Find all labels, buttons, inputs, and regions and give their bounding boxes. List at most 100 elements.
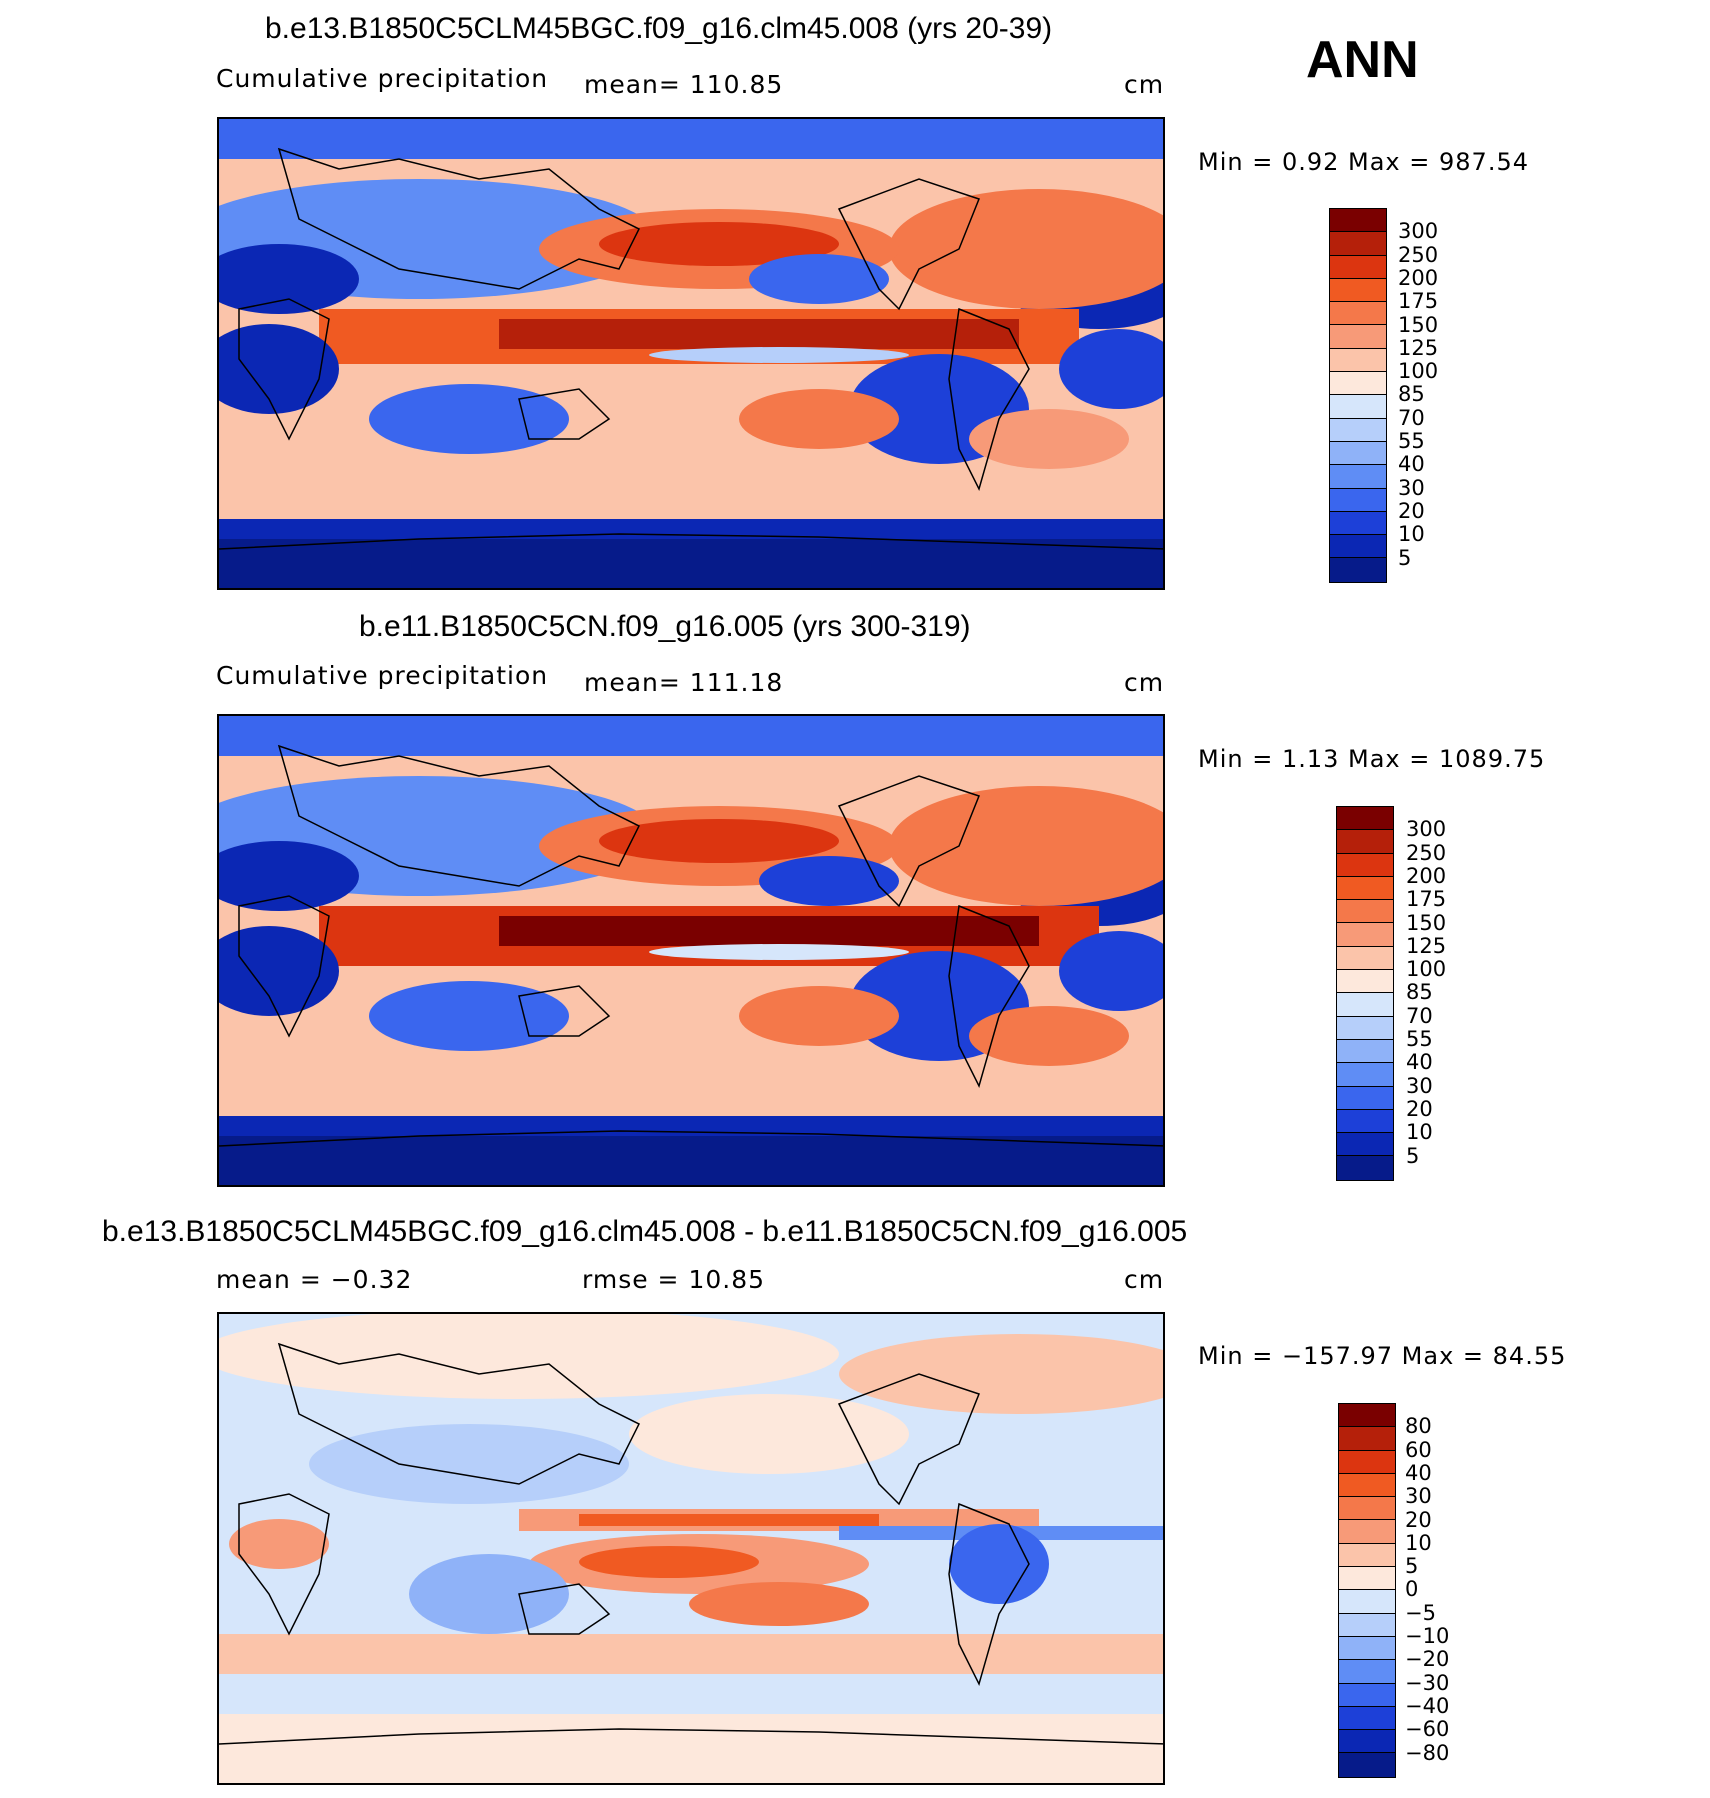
colorbar-tick-label: 70	[1398, 405, 1425, 430]
colorbar-swatch	[1330, 348, 1386, 373]
colorbar-swatch	[1337, 946, 1393, 971]
colorbar-tick-label: 5	[1405, 1554, 1419, 1579]
panel-2-colorbar	[1336, 806, 1394, 1181]
panel-2-title: b.e11.B1850C5CN.f09_g16.005 (yrs 300-319…	[359, 610, 971, 643]
colorbar-swatch	[1330, 511, 1386, 536]
colorbar-tick-label: 20	[1406, 1096, 1433, 1121]
panel-1-precip-field	[219, 119, 1163, 588]
colorbar-swatch	[1339, 1590, 1395, 1614]
colorbar-swatch	[1337, 1063, 1393, 1087]
colorbar-tick-label: 85	[1398, 382, 1425, 407]
colorbar-swatch	[1337, 1109, 1393, 1134]
colorbar-swatch	[1337, 993, 1393, 1017]
colorbar-tick-label: 200	[1406, 863, 1447, 888]
colorbar-tick-label: 20	[1398, 498, 1425, 523]
colorbar-swatch	[1330, 372, 1386, 396]
panel-1-mean-label: mean= 110.85	[584, 70, 784, 99]
colorbar-swatch	[1339, 1543, 1395, 1568]
colorbar-swatch	[1339, 1660, 1395, 1684]
colorbar-swatch	[1330, 535, 1386, 559]
colorbar-swatch	[1339, 1636, 1395, 1661]
colorbar-swatch	[1330, 255, 1386, 279]
colorbar-swatch	[1330, 418, 1386, 442]
colorbar-tick-label: −40	[1405, 1693, 1450, 1718]
colorbar-swatch	[1337, 970, 1393, 994]
colorbar-tick-label: 30	[1405, 1484, 1432, 1509]
colorbar-swatch	[1330, 325, 1386, 349]
colorbar-tick-label: 200	[1398, 265, 1439, 290]
colorbar-swatch	[1339, 1427, 1395, 1451]
colorbar-tick-label: 100	[1406, 957, 1447, 982]
colorbar-tick-label: 250	[1398, 242, 1439, 267]
colorbar-swatch	[1337, 1086, 1393, 1110]
colorbar-swatch	[1337, 1016, 1393, 1040]
colorbar-swatch	[1330, 558, 1386, 582]
colorbar-tick-label: 250	[1406, 840, 1447, 865]
colorbar-swatch	[1330, 232, 1386, 256]
colorbar-swatch	[1339, 1404, 1395, 1428]
colorbar-swatch	[1339, 1706, 1395, 1731]
colorbar-tick-label: 300	[1406, 817, 1447, 842]
colorbar-swatch	[1337, 900, 1393, 924]
panel-1-minmax: Min = 0.92 Max = 987.54	[1198, 148, 1529, 176]
colorbar-swatch	[1330, 395, 1386, 419]
panel-3-rmse-label: rmse = 10.85	[582, 1265, 766, 1294]
colorbar-tick-label: 0	[1405, 1577, 1419, 1602]
colorbar-swatch	[1339, 1613, 1395, 1637]
colorbar-swatch	[1339, 1730, 1395, 1754]
colorbar-tick-label: −60	[1405, 1717, 1450, 1742]
colorbar-swatch	[1339, 1753, 1395, 1777]
colorbar-tick-label: 100	[1398, 359, 1439, 384]
colorbar-tick-label: −10	[1405, 1624, 1450, 1648]
panel-3-title: b.e13.B1850C5CLM45BGC.f09_g16.clm45.008 …	[102, 1215, 1188, 1248]
colorbar-swatch	[1337, 876, 1393, 901]
colorbar-tick-label: 10	[1405, 1530, 1432, 1555]
colorbar-swatch	[1337, 807, 1393, 831]
panel-3-map	[217, 1312, 1165, 1785]
colorbar-tick-label: 5	[1398, 545, 1412, 570]
colorbar-tick-label: 30	[1406, 1073, 1433, 1098]
colorbar-swatch	[1337, 1039, 1393, 1064]
panel-2-variable-label: Cumulative precipitation	[216, 661, 549, 690]
panel-2-mean-label: mean= 111.18	[584, 668, 784, 697]
colorbar-tick-label: 60	[1405, 1437, 1432, 1462]
colorbar-swatch	[1337, 1156, 1393, 1180]
panel-2-map	[217, 714, 1165, 1187]
colorbar-tick-label: 150	[1406, 910, 1447, 935]
colorbar-swatch	[1339, 1473, 1395, 1498]
colorbar-tick-label: 20	[1405, 1507, 1432, 1532]
panel-1-title: b.e13.B1850C5CLM45BGC.f09_g16.clm45.008 …	[265, 12, 1053, 45]
colorbar-tick-label: −80	[1405, 1740, 1450, 1765]
colorbar-tick-label: 10	[1406, 1120, 1433, 1145]
panel-2-precip-field	[219, 716, 1163, 1185]
colorbar-tick-label: 55	[1406, 1027, 1433, 1051]
colorbar-swatch	[1337, 1133, 1393, 1157]
colorbar-swatch	[1330, 488, 1386, 512]
colorbar-tick-label: 5	[1406, 1143, 1420, 1168]
colorbar-swatch	[1339, 1567, 1395, 1591]
colorbar-swatch	[1337, 853, 1393, 877]
colorbar-tick-label: 40	[1406, 1050, 1433, 1075]
colorbar-swatch	[1330, 465, 1386, 489]
colorbar-swatch	[1330, 441, 1386, 466]
panel-1-units-label: cm	[1124, 70, 1165, 99]
colorbar-swatch	[1337, 830, 1393, 854]
colorbar-swatch	[1330, 278, 1386, 303]
colorbar-tick-label: 55	[1398, 429, 1425, 453]
colorbar-tick-label: 40	[1398, 452, 1425, 477]
panel-3-colorbar	[1338, 1403, 1396, 1778]
colorbar-tick-label: 125	[1406, 933, 1447, 958]
panel-3-units-label: cm	[1124, 1265, 1165, 1294]
colorbar-swatch	[1330, 209, 1386, 233]
colorbar-tick-label: 70	[1406, 1003, 1433, 1028]
panel-1-map	[217, 117, 1165, 590]
colorbar-tick-label: 300	[1398, 219, 1439, 244]
colorbar-swatch	[1337, 923, 1393, 947]
colorbar-tick-label: −30	[1405, 1670, 1450, 1695]
panel-2-minmax: Min = 1.13 Max = 1089.75	[1198, 745, 1546, 773]
panel-1-variable-label: Cumulative precipitation	[216, 64, 549, 93]
panel-3-difference-field	[219, 1314, 1163, 1783]
panel-3-mean-label: mean = −0.32	[216, 1265, 413, 1294]
colorbar-tick-label: 10	[1398, 522, 1425, 547]
colorbar-swatch	[1339, 1497, 1395, 1521]
